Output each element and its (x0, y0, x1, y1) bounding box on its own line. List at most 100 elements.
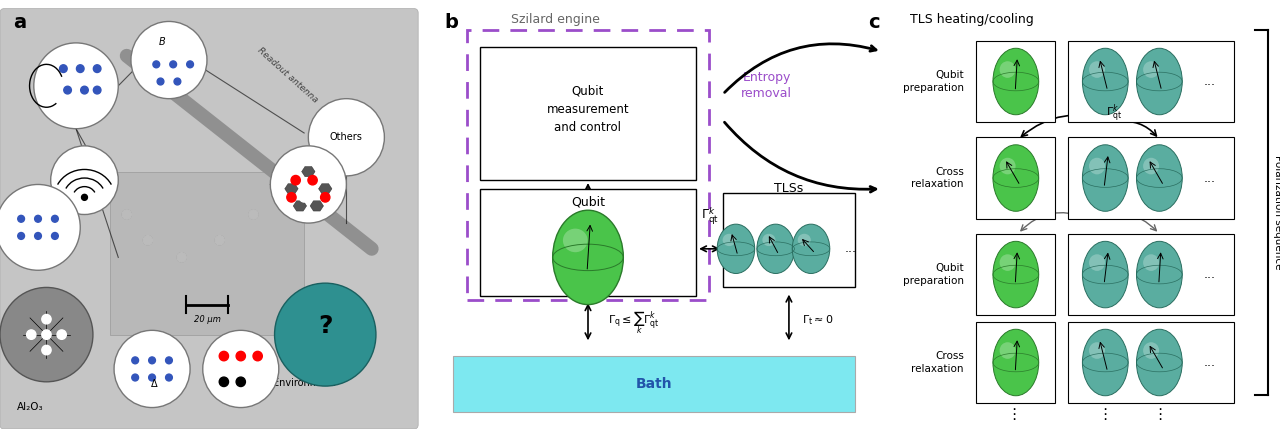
FancyBboxPatch shape (977, 137, 1056, 219)
Circle shape (236, 351, 246, 361)
Circle shape (148, 374, 155, 381)
Circle shape (51, 146, 118, 214)
FancyBboxPatch shape (1068, 234, 1234, 315)
Text: ?: ? (317, 314, 333, 338)
Circle shape (18, 215, 24, 222)
Polygon shape (302, 166, 315, 177)
Text: TLSs: TLSs (774, 182, 804, 195)
Circle shape (93, 65, 101, 73)
Text: Qubit: Qubit (138, 344, 165, 354)
Ellipse shape (1000, 342, 1015, 359)
Circle shape (236, 377, 246, 387)
Circle shape (42, 345, 51, 355)
Text: Others: Others (330, 132, 362, 142)
Circle shape (33, 43, 118, 129)
Circle shape (143, 236, 152, 245)
Circle shape (132, 357, 138, 364)
Circle shape (308, 175, 317, 185)
Circle shape (215, 236, 224, 245)
Circle shape (42, 314, 51, 324)
Circle shape (270, 146, 347, 223)
Text: Qubit
preparation: Qubit preparation (902, 70, 964, 93)
Circle shape (18, 233, 24, 239)
Circle shape (93, 86, 101, 94)
FancyBboxPatch shape (977, 322, 1056, 403)
Circle shape (253, 377, 262, 387)
Ellipse shape (1143, 61, 1160, 78)
Circle shape (35, 215, 41, 222)
Circle shape (177, 253, 187, 262)
Circle shape (148, 357, 155, 364)
Ellipse shape (1000, 61, 1015, 78)
Circle shape (122, 210, 132, 219)
Text: ...: ... (1203, 268, 1215, 281)
Circle shape (77, 65, 84, 73)
Circle shape (131, 21, 207, 99)
Circle shape (215, 236, 224, 245)
Text: Al₂O₃: Al₂O₃ (17, 402, 44, 412)
Text: TLS heating/cooling: TLS heating/cooling (910, 13, 1033, 26)
Text: Qubit
measurement
and control: Qubit measurement and control (547, 85, 630, 134)
Circle shape (132, 374, 138, 381)
Text: Szilard engine: Szilard engine (511, 13, 599, 26)
Ellipse shape (723, 234, 736, 246)
Text: ⋮: ⋮ (1152, 408, 1167, 422)
Ellipse shape (1143, 158, 1160, 174)
Ellipse shape (1089, 158, 1105, 174)
Circle shape (308, 99, 384, 176)
Ellipse shape (1083, 241, 1128, 308)
Text: a: a (13, 13, 26, 32)
Circle shape (248, 210, 259, 219)
Text: ...: ... (1203, 75, 1215, 88)
Text: $\Gamma_{\rm qt}^{k}$: $\Gamma_{\rm qt}^{k}$ (700, 206, 718, 227)
Ellipse shape (993, 241, 1039, 308)
Ellipse shape (1143, 254, 1160, 271)
Circle shape (42, 330, 51, 339)
Circle shape (27, 330, 36, 339)
Text: ...: ... (845, 242, 856, 255)
Ellipse shape (1083, 329, 1128, 396)
Ellipse shape (993, 48, 1039, 115)
Text: Environment: Environment (273, 378, 335, 388)
FancyBboxPatch shape (480, 189, 696, 296)
Circle shape (219, 377, 229, 387)
FancyBboxPatch shape (0, 9, 419, 429)
Circle shape (165, 374, 173, 381)
Circle shape (122, 210, 132, 219)
Circle shape (143, 236, 152, 245)
Ellipse shape (763, 234, 776, 246)
Ellipse shape (1083, 48, 1128, 115)
Circle shape (81, 86, 88, 94)
Circle shape (275, 283, 376, 386)
Circle shape (0, 287, 93, 382)
FancyBboxPatch shape (1068, 137, 1234, 219)
Circle shape (174, 78, 180, 85)
Circle shape (187, 61, 193, 68)
FancyBboxPatch shape (977, 234, 1056, 315)
FancyBboxPatch shape (1068, 322, 1234, 403)
Text: Qubit: Qubit (571, 195, 605, 208)
Ellipse shape (792, 224, 829, 274)
Circle shape (320, 193, 330, 202)
Polygon shape (319, 184, 332, 194)
Text: Cross
relaxation: Cross relaxation (911, 167, 964, 189)
Circle shape (219, 351, 229, 361)
Ellipse shape (1137, 241, 1183, 308)
Circle shape (114, 330, 189, 408)
Text: $\Gamma_{\rm qt}^{k}$: $\Gamma_{\rm qt}^{k}$ (1106, 103, 1121, 125)
Text: Cross
relaxation: Cross relaxation (911, 351, 964, 374)
Circle shape (202, 330, 279, 408)
Text: b: b (444, 13, 458, 32)
Circle shape (64, 86, 72, 94)
Ellipse shape (1137, 329, 1183, 396)
Circle shape (165, 357, 173, 364)
Circle shape (152, 61, 160, 68)
Ellipse shape (563, 229, 588, 252)
Polygon shape (284, 184, 298, 194)
Polygon shape (310, 201, 324, 211)
Circle shape (0, 184, 81, 270)
Ellipse shape (1000, 254, 1015, 271)
Circle shape (82, 194, 87, 200)
Circle shape (58, 330, 67, 339)
Text: Polarization sequence: Polarization sequence (1272, 155, 1280, 269)
